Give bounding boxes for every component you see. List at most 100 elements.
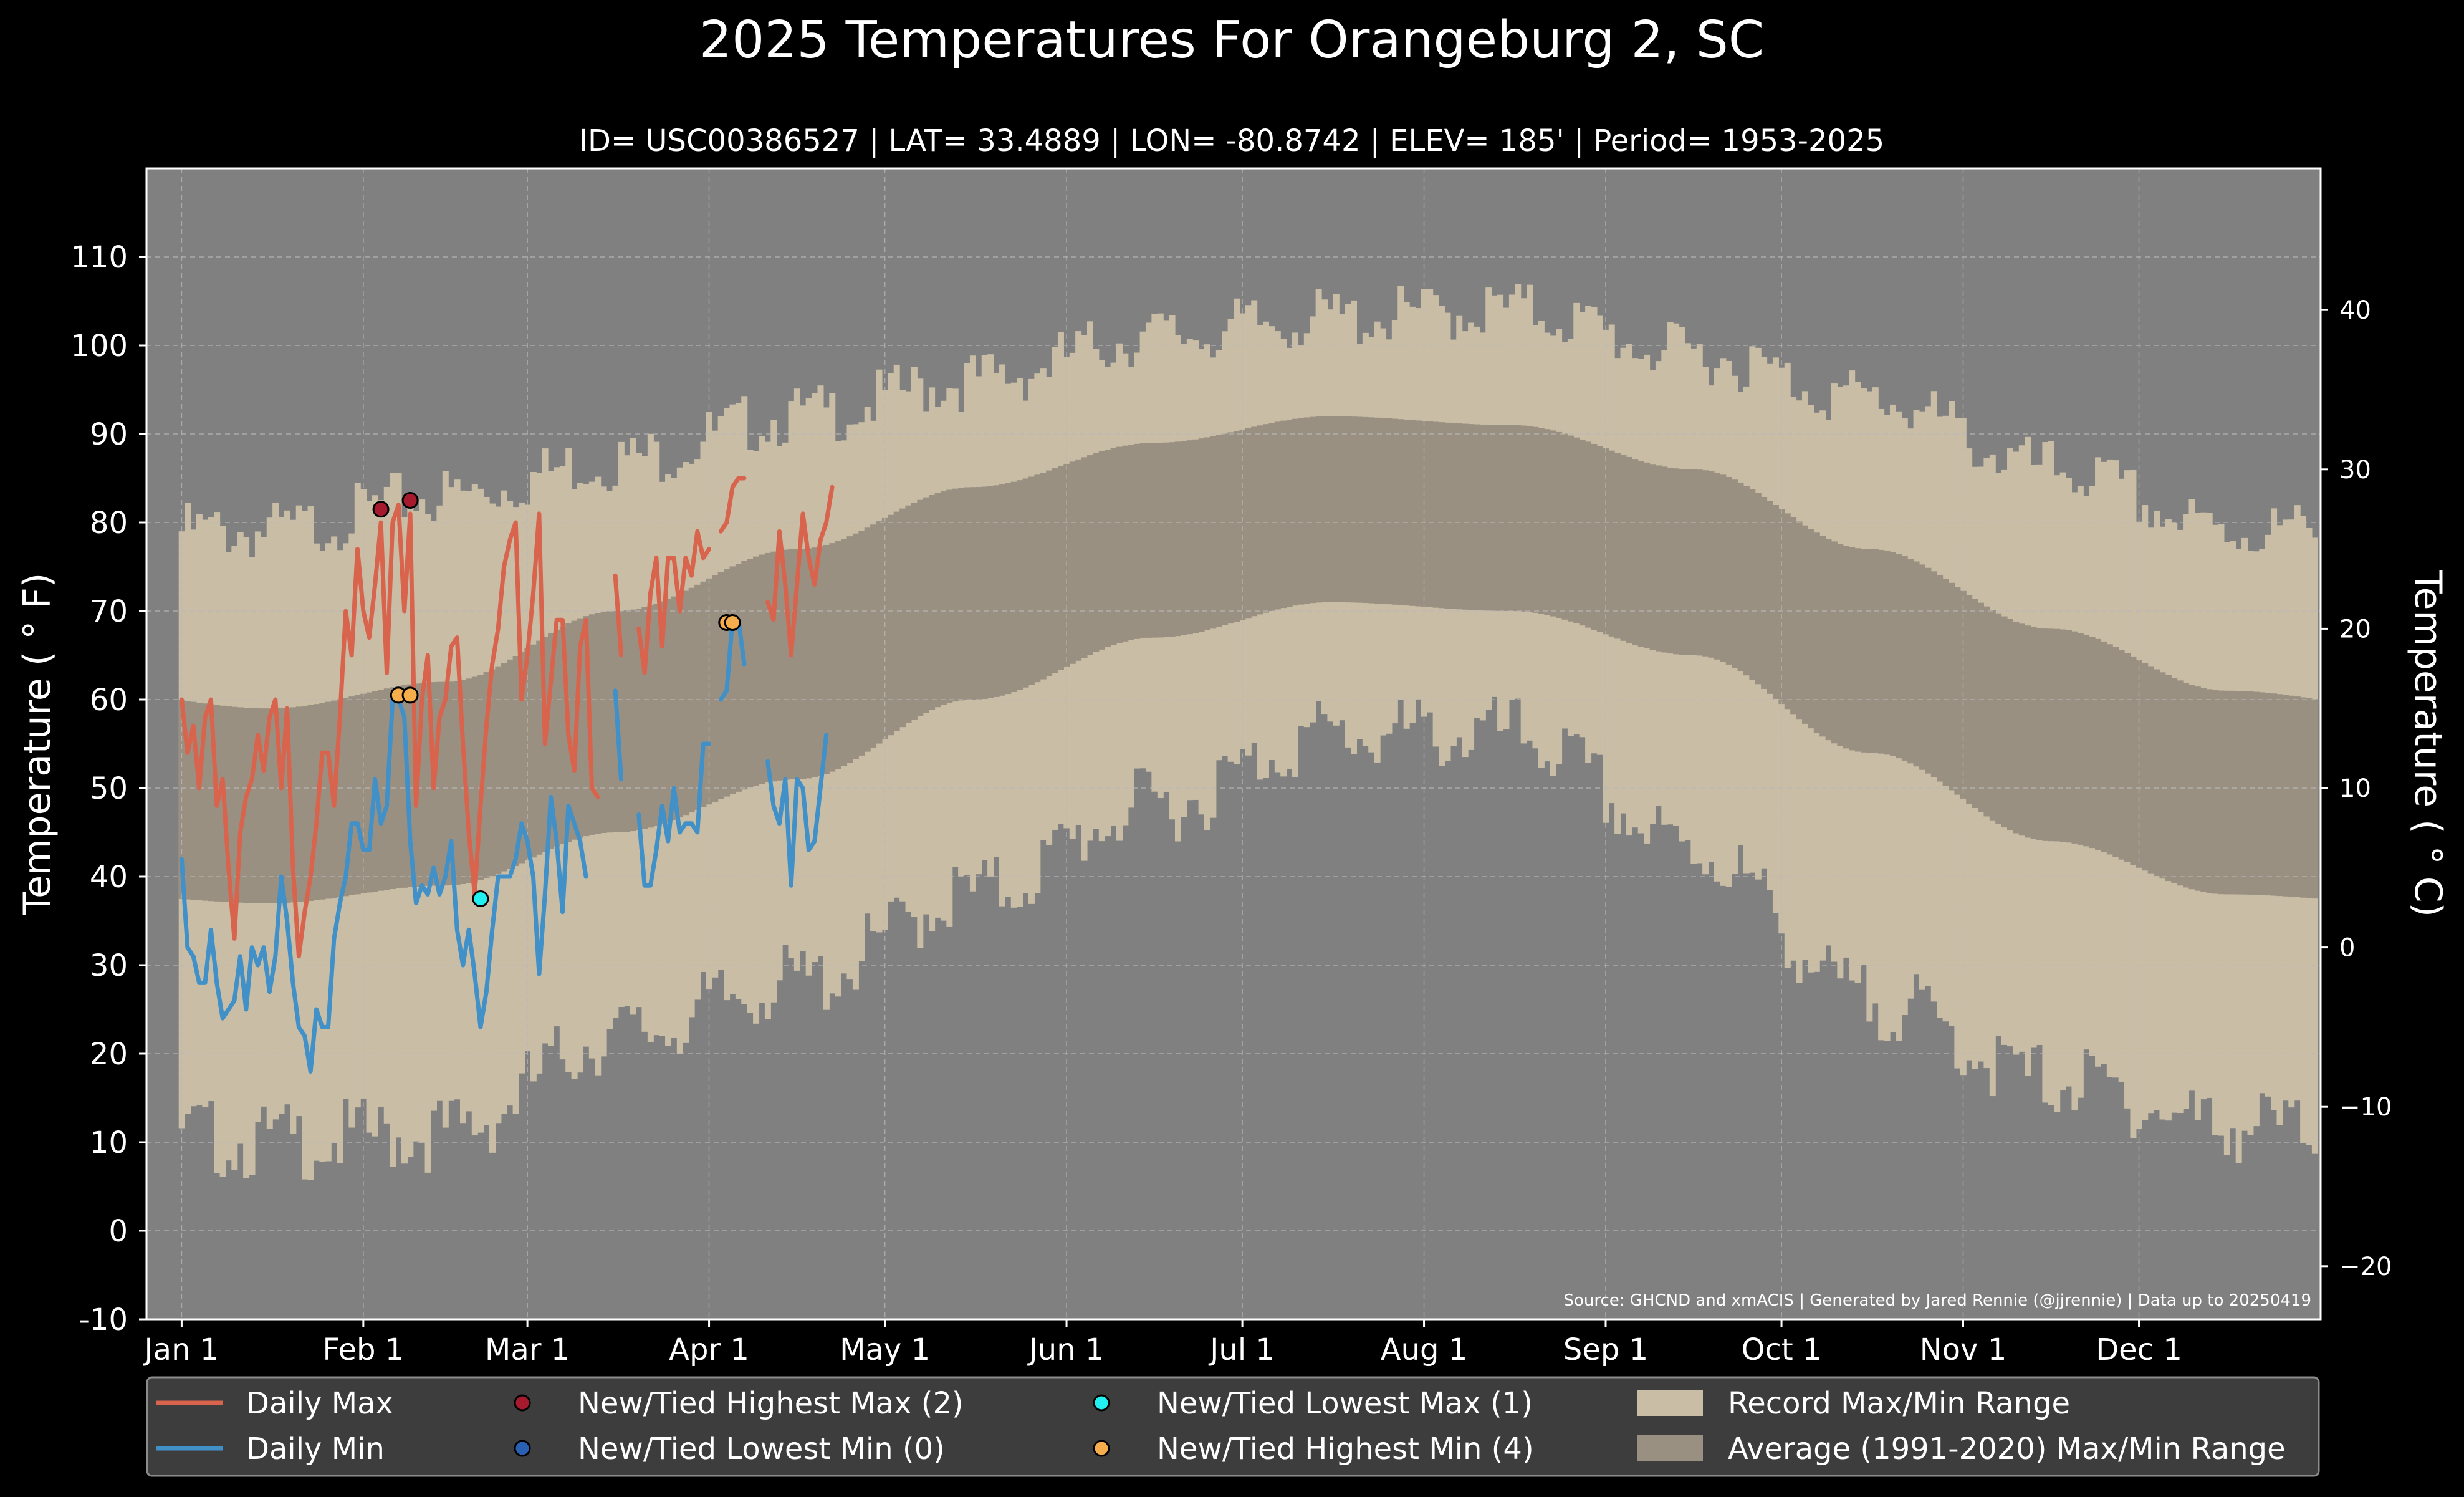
average-range-bar [888, 514, 894, 736]
marker-lowest-max [472, 890, 489, 907]
average-range-bar [1626, 456, 1632, 643]
average-range-bar [881, 517, 888, 739]
x-tick-label: Feb 1 [322, 1332, 404, 1367]
average-range-bar [2247, 691, 2254, 895]
average-range-bar [559, 626, 566, 844]
average-range-bar [366, 692, 373, 893]
average-range-bar [2271, 693, 2278, 896]
average-range-bar [969, 487, 976, 700]
average-range-bar [530, 644, 537, 858]
y-tick-label: 110 [70, 240, 128, 275]
legend-label-avg-range: Average (1991-2020) Max/Min Range [1728, 1432, 2286, 1466]
average-range-bar [1174, 441, 1181, 637]
average-range-bar [2007, 619, 2014, 831]
average-range-bar [495, 666, 502, 874]
average-range-bar [2030, 627, 2037, 839]
average-range-bar [1362, 416, 1369, 604]
average-range-bar [2171, 678, 2178, 883]
average-range-bar [1679, 469, 1685, 655]
average-range-bar [337, 699, 343, 897]
y-tick-label: 70 [90, 594, 128, 629]
average-range-bar [987, 486, 994, 698]
average-range-bar [1930, 571, 1937, 777]
average-range-bar [1966, 595, 1973, 804]
average-range-bar [993, 485, 1000, 697]
average-range-bar [1948, 582, 1955, 791]
average-range-bar [1567, 435, 1574, 622]
average-range-bar [2025, 625, 2031, 838]
average-range-bar [624, 610, 631, 832]
average-range-bar [1222, 433, 1229, 625]
average-range-bar [1251, 426, 1258, 617]
average-range-bar [1315, 416, 1322, 603]
average-range-bar [1280, 420, 1287, 609]
average-range-bar [2130, 656, 2137, 865]
average-range-bar [1667, 467, 1674, 654]
average-range-bar [1866, 549, 1873, 753]
average-range-bar [1310, 416, 1316, 604]
average-range-bar [829, 543, 836, 772]
average-range-bar [1878, 549, 1885, 754]
average-range-bar [864, 527, 871, 752]
average-range-bar [712, 575, 719, 802]
average-range-bar [1210, 436, 1217, 629]
average-range-bar [1737, 482, 1744, 671]
average-range-bar [1889, 552, 1896, 756]
legend-box [146, 1376, 2320, 1477]
average-range-bar [1450, 423, 1457, 609]
average-range-bar [1937, 575, 1944, 782]
average-range-bar [2048, 628, 2054, 842]
record-markers [372, 492, 741, 907]
average-range-bar [1819, 536, 1826, 737]
average-range-bar [630, 609, 636, 832]
average-range-bar [747, 559, 754, 788]
average-range-bar [407, 684, 414, 887]
legend-label-highest-min: New/Tied Highest Min (4) [1157, 1432, 1534, 1466]
series-line-daily-min [613, 688, 623, 782]
average-range-bar [618, 610, 625, 832]
average-range-bar [1415, 420, 1422, 607]
average-range-bar [436, 681, 443, 886]
y-tick-label: 40 [90, 860, 128, 895]
series-line-daily-max [613, 573, 623, 658]
average-range-bar [2101, 641, 2107, 852]
average-range-bar [1684, 469, 1691, 655]
right-y-tick-label: 30 [2339, 456, 2371, 484]
average-range-bar [2095, 638, 2102, 850]
average-range-bar [1339, 416, 1346, 602]
average-range-bar [1632, 459, 1639, 645]
average-range-bar [424, 682, 431, 886]
average-range-bar [1772, 505, 1779, 699]
average-range-bar [976, 487, 982, 700]
average-range-bar [360, 693, 367, 893]
average-range-bar [812, 547, 818, 777]
average-range-bar [1831, 541, 1838, 744]
average-range-bar [770, 551, 777, 782]
average-range-bar [1585, 441, 1592, 628]
average-range-bar [1163, 442, 1170, 637]
average-range-bar [266, 708, 273, 903]
average-range-bar [1427, 421, 1434, 607]
average-range-bar [793, 549, 800, 779]
x-tick-label: Jan 1 [143, 1332, 219, 1367]
average-range-bar [647, 605, 654, 828]
average-range-bar [1591, 443, 1598, 630]
average-range-bar [1052, 468, 1058, 673]
average-range-bar [442, 681, 449, 886]
average-range-bar [665, 599, 672, 822]
average-range-bar [2183, 683, 2190, 888]
average-range-bar [899, 508, 906, 728]
average-range-bar [1796, 521, 1803, 720]
average-range-bar [2212, 690, 2219, 894]
average-range-bar [1491, 425, 1498, 611]
average-range-bar [208, 704, 214, 902]
average-range-bar [2118, 650, 2125, 860]
right-y-tick-label: 40 [2339, 296, 2371, 325]
average-range-bar [1538, 428, 1545, 614]
average-range-bar [583, 616, 590, 837]
average-range-bar [940, 491, 947, 705]
average-range-bar [2018, 623, 2025, 836]
average-range-bar [1093, 453, 1100, 653]
average-range-bar [225, 706, 232, 902]
average-range-bar [302, 706, 309, 902]
